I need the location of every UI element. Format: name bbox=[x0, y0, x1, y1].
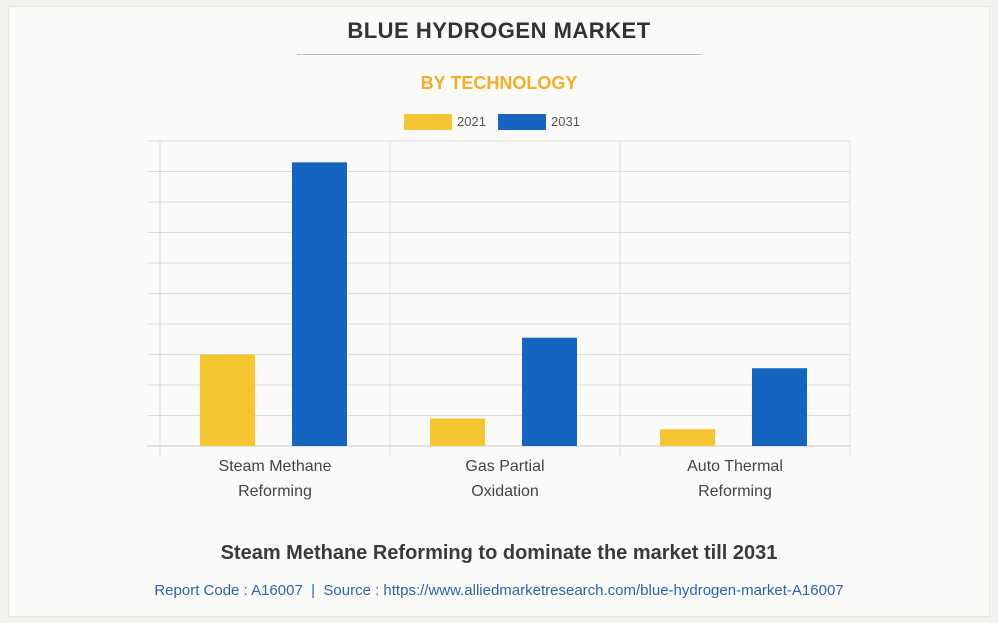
legend-label-2031: 2031 bbox=[551, 114, 580, 129]
title-divider bbox=[297, 54, 702, 55]
footer-headline: Steam Methane Reforming to dominate the … bbox=[220, 542, 778, 564]
bar-2031 bbox=[292, 162, 347, 446]
bar-2031 bbox=[752, 368, 807, 446]
bar-2021 bbox=[430, 418, 485, 446]
x-tick-label: Reforming bbox=[238, 483, 312, 500]
x-tick-label: Steam Methane bbox=[219, 458, 332, 475]
legend-swatch-2021 bbox=[404, 114, 452, 130]
chart-card bbox=[8, 6, 990, 617]
legend-swatch-2031 bbox=[498, 114, 546, 130]
legend-label-2021: 2021 bbox=[457, 114, 486, 129]
source-link[interactable]: Source : https://www.alliedmarketresearc… bbox=[323, 582, 844, 599]
x-tick-label: Oxidation bbox=[471, 483, 539, 500]
footer-source-line: Report Code : A16007 | Source : https://… bbox=[0, 582, 998, 599]
chart-title: BLUE HYDROGEN MARKET bbox=[347, 18, 651, 43]
footer-separator: | bbox=[311, 582, 316, 599]
bar-2031 bbox=[522, 337, 577, 446]
x-tick-label: Auto Thermal bbox=[687, 458, 783, 475]
chart-subtitle: BY TECHNOLOGY bbox=[420, 73, 578, 93]
x-tick-label: Gas Partial bbox=[465, 458, 544, 475]
x-tick-label: Reforming bbox=[698, 483, 772, 500]
bar-2021 bbox=[660, 429, 715, 446]
bar-2021 bbox=[200, 354, 255, 446]
report-code: Report Code : A16007 bbox=[154, 582, 303, 599]
